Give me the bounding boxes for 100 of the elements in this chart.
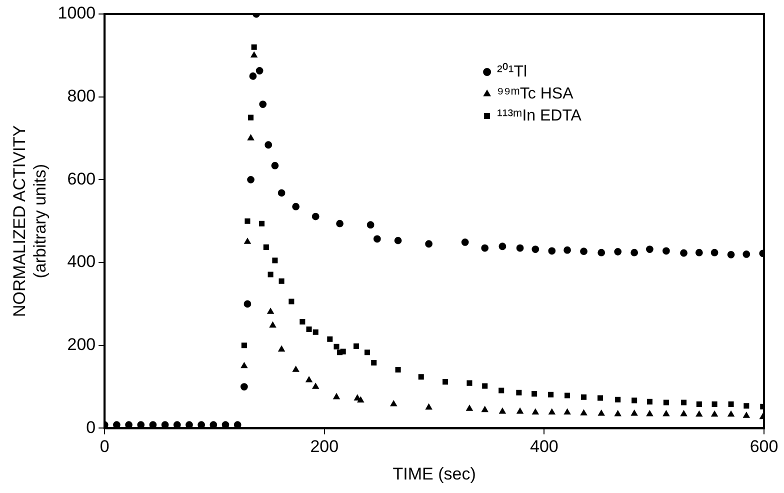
point bbox=[357, 396, 364, 403]
point bbox=[498, 388, 504, 394]
point bbox=[466, 380, 472, 386]
point bbox=[712, 401, 718, 407]
point bbox=[662, 410, 670, 416]
point bbox=[244, 218, 250, 224]
point bbox=[710, 248, 718, 256]
point bbox=[327, 336, 333, 342]
point bbox=[598, 248, 606, 256]
point bbox=[251, 44, 257, 50]
point bbox=[340, 348, 346, 354]
point bbox=[259, 220, 265, 226]
point bbox=[564, 246, 571, 254]
point bbox=[366, 221, 374, 229]
point bbox=[394, 236, 402, 244]
point bbox=[461, 238, 469, 246]
point bbox=[564, 408, 571, 415]
point bbox=[241, 342, 247, 348]
x-tick-label: 200 bbox=[310, 437, 339, 456]
y-tick-label: 0 bbox=[86, 418, 96, 437]
point bbox=[615, 396, 621, 402]
point bbox=[249, 72, 257, 80]
point bbox=[646, 410, 653, 416]
point bbox=[300, 318, 306, 325]
point bbox=[663, 400, 669, 406]
point bbox=[426, 404, 432, 410]
point bbox=[646, 398, 652, 404]
point bbox=[390, 400, 397, 406]
point bbox=[288, 298, 294, 304]
point bbox=[630, 248, 638, 256]
point bbox=[278, 278, 284, 284]
point bbox=[278, 189, 286, 197]
point bbox=[711, 410, 718, 417]
point bbox=[292, 366, 300, 372]
point bbox=[256, 67, 264, 74]
point bbox=[333, 393, 340, 400]
x-axis-title: TIME (sec) bbox=[392, 464, 476, 484]
point bbox=[248, 114, 254, 120]
point bbox=[354, 394, 361, 400]
point bbox=[498, 242, 506, 250]
point bbox=[312, 383, 319, 389]
point bbox=[306, 326, 312, 332]
point bbox=[728, 401, 734, 407]
point bbox=[292, 202, 300, 210]
point bbox=[580, 410, 588, 416]
point bbox=[680, 249, 688, 257]
point bbox=[581, 394, 587, 400]
point bbox=[371, 360, 377, 366]
y-tick-label: 800 bbox=[67, 86, 96, 106]
point bbox=[564, 392, 570, 398]
point bbox=[250, 52, 258, 58]
point bbox=[728, 410, 734, 417]
point bbox=[395, 367, 401, 373]
point bbox=[681, 400, 687, 406]
point bbox=[263, 244, 269, 250]
point bbox=[269, 322, 276, 328]
point bbox=[614, 410, 622, 416]
point bbox=[499, 408, 506, 414]
point bbox=[696, 410, 702, 417]
point bbox=[373, 235, 381, 243]
point bbox=[418, 374, 424, 380]
point bbox=[278, 346, 285, 352]
point bbox=[727, 250, 735, 258]
point bbox=[272, 258, 278, 264]
point bbox=[597, 395, 604, 401]
point bbox=[264, 141, 272, 149]
point bbox=[482, 406, 488, 412]
point bbox=[516, 390, 522, 396]
point bbox=[614, 248, 622, 256]
point bbox=[271, 162, 279, 170]
point bbox=[442, 379, 448, 385]
point bbox=[336, 220, 344, 228]
point bbox=[580, 248, 588, 256]
point bbox=[532, 391, 538, 397]
point bbox=[481, 244, 489, 252]
point bbox=[244, 300, 252, 308]
point bbox=[334, 344, 340, 350]
point bbox=[466, 405, 473, 411]
point bbox=[306, 376, 312, 382]
point bbox=[247, 176, 254, 184]
point bbox=[482, 383, 488, 389]
point bbox=[354, 343, 360, 349]
legend-label: ⁹⁹ᵐTc HSA bbox=[497, 85, 574, 102]
point bbox=[268, 272, 274, 278]
point bbox=[312, 329, 318, 335]
point bbox=[248, 134, 254, 140]
y-tick-label: 1000 bbox=[58, 4, 96, 23]
y-tick-label: 400 bbox=[67, 252, 96, 272]
point bbox=[680, 410, 688, 416]
y-axis-title: NORMALIZED ACTIVITY (arbitrary units) bbox=[10, 125, 50, 317]
point bbox=[646, 246, 654, 253]
x-tick-label: 0 bbox=[100, 437, 110, 456]
y-tick-label: 200 bbox=[67, 335, 96, 354]
point bbox=[548, 392, 554, 398]
point bbox=[548, 408, 556, 415]
point bbox=[743, 412, 750, 418]
point bbox=[425, 240, 433, 248]
point bbox=[267, 308, 274, 314]
point bbox=[598, 410, 605, 416]
point bbox=[532, 408, 539, 415]
